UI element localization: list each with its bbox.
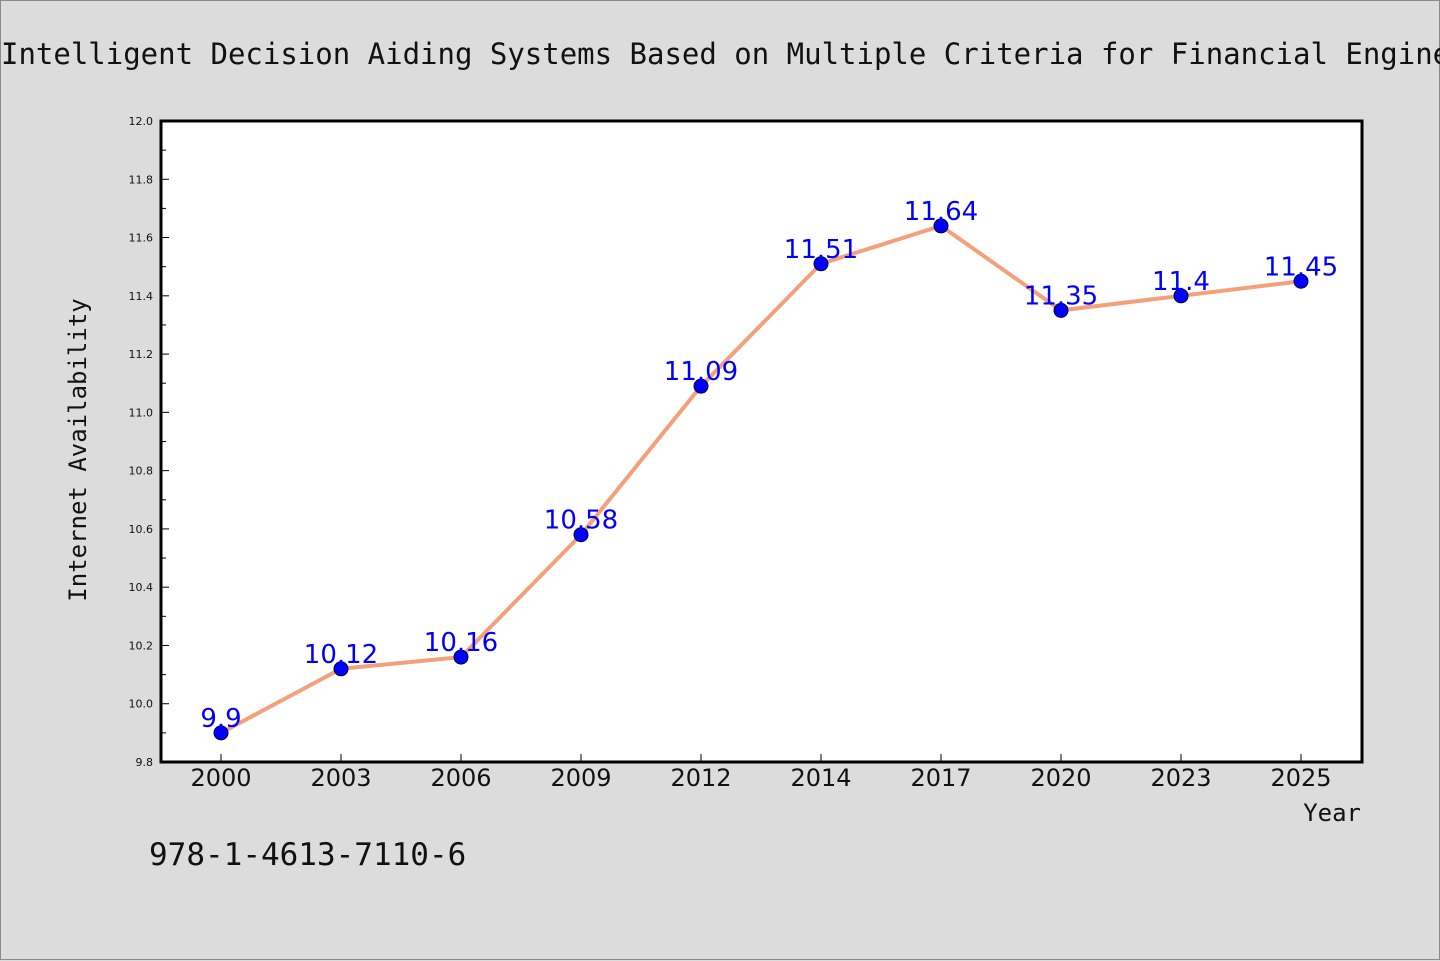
data-point bbox=[1293, 273, 1309, 289]
y-axis-ticks: 9.8 10.0 10.2 10.4 10.6 10.8 11.0 11.2 11.4 11.6 1… bbox=[129, 115, 169, 769]
data-point bbox=[933, 218, 949, 234]
data-label: 11.4 bbox=[1152, 267, 1210, 297]
y-tick-label: 11.0 bbox=[129, 406, 154, 419]
y-tick-label: 10.2 bbox=[129, 639, 154, 652]
x-axis-label: Year bbox=[1303, 799, 1361, 827]
isbn-text: 978-1-4613-7110-6 bbox=[149, 837, 466, 873]
data-label: 11.45 bbox=[1264, 252, 1338, 282]
data-point bbox=[693, 378, 709, 394]
y-tick-label: 10.4 bbox=[129, 581, 154, 594]
x-tick-label: 2000 bbox=[190, 764, 251, 792]
y-tick-label: 12.0 bbox=[129, 115, 154, 128]
data-label: 11.09 bbox=[664, 357, 738, 387]
y-axis-label: Internet Availability bbox=[64, 298, 92, 601]
data-label: 11.64 bbox=[904, 197, 978, 227]
x-tick-label: 2006 bbox=[430, 764, 491, 792]
data-label: 11.35 bbox=[1024, 281, 1098, 311]
data-point bbox=[1173, 288, 1189, 304]
x-tick-label: 2023 bbox=[1150, 764, 1211, 792]
data-label: 11.51 bbox=[784, 235, 858, 265]
series-layer: 9.9 10.12 10.16 10.58 11.09 11.51 11.64 11.35 11… bbox=[200, 197, 1338, 741]
data-point bbox=[573, 527, 589, 543]
x-tick-label: 2017 bbox=[910, 764, 971, 792]
y-tick-label: 11.2 bbox=[129, 348, 154, 361]
x-tick-label: 2020 bbox=[1030, 764, 1091, 792]
data-point bbox=[813, 256, 829, 272]
x-axis-ticks: 2000 2003 2006 2009 2012 2014 2017 2020 2023 2025 bbox=[190, 754, 1332, 792]
x-tick-label: 2009 bbox=[550, 764, 611, 792]
y-tick-label: 10.0 bbox=[129, 698, 154, 711]
y-tick-label: 11.6 bbox=[129, 232, 154, 245]
chart-title: Intelligent Decision Aiding Systems Base… bbox=[1, 37, 1440, 71]
plot-area bbox=[159, 119, 1364, 764]
y-tick-label: 10.8 bbox=[129, 465, 154, 478]
data-label: 10.58 bbox=[544, 506, 618, 536]
x-tick-label: 2012 bbox=[670, 764, 731, 792]
y-tick-label: 10.6 bbox=[129, 523, 154, 536]
x-tick-label: 2003 bbox=[310, 764, 371, 792]
data-point bbox=[213, 725, 229, 741]
x-tick-label: 2025 bbox=[1270, 764, 1331, 792]
series-line bbox=[220, 223, 1302, 735]
data-label: 9.9 bbox=[200, 704, 241, 734]
y-tick-label: 11.4 bbox=[129, 290, 154, 303]
data-point bbox=[1053, 302, 1069, 318]
data-label: 10.12 bbox=[304, 640, 378, 670]
data-point bbox=[333, 661, 349, 677]
data-label: 10.16 bbox=[424, 628, 498, 658]
data-point bbox=[453, 649, 469, 665]
x-tick-label: 2014 bbox=[790, 764, 851, 792]
y-tick-label: 9.8 bbox=[136, 756, 154, 769]
y-tick-label: 11.8 bbox=[129, 173, 154, 186]
